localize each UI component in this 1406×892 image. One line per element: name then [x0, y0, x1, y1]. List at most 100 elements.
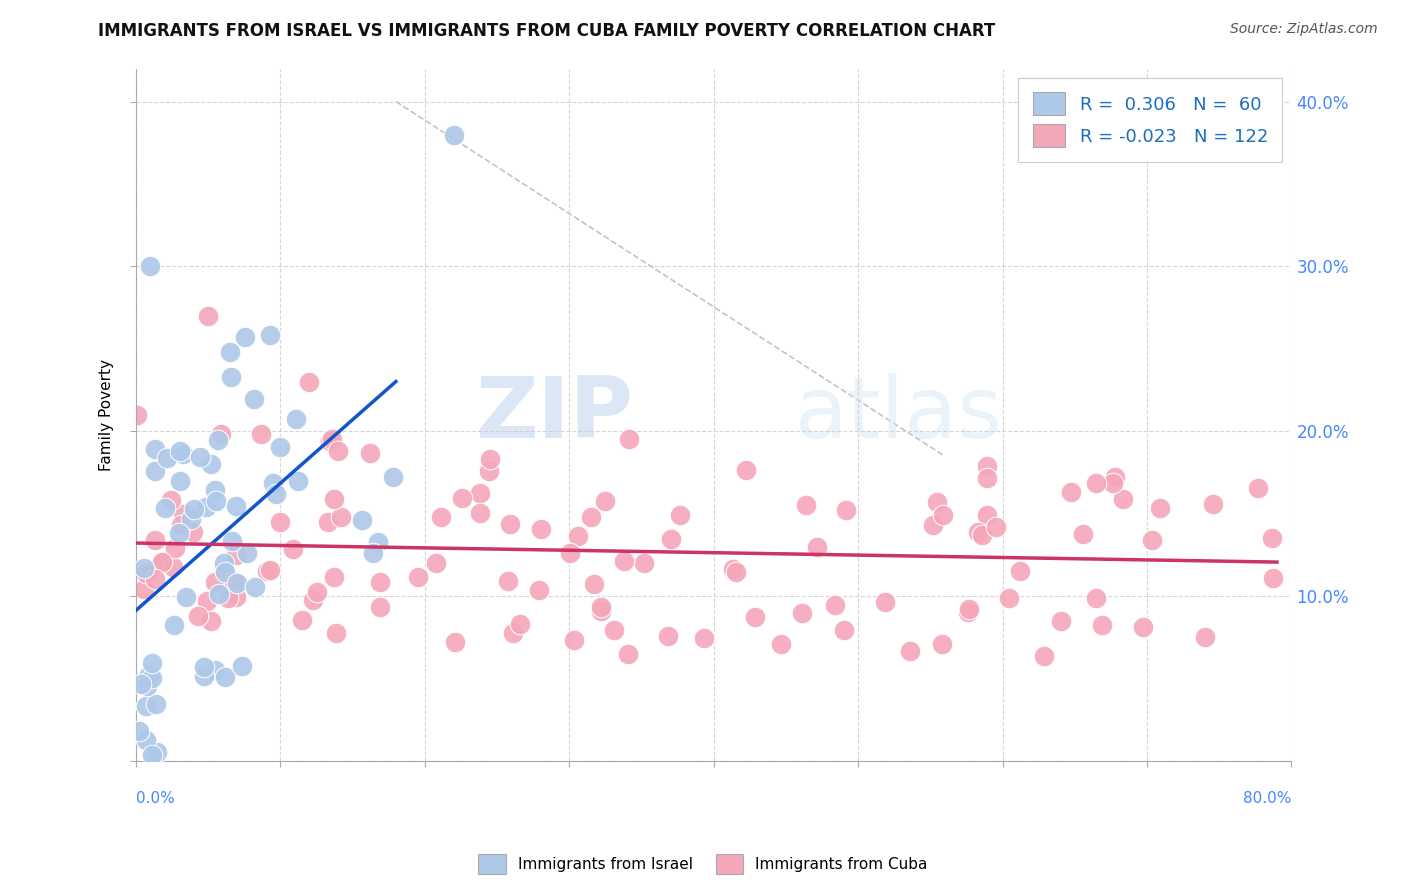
- Point: [633, 556, 655, 570]
- Point: [790, 607, 813, 621]
- Point: [214, 566, 236, 580]
- Point: [138, 668, 160, 682]
- Point: [233, 330, 256, 344]
- Point: [1071, 526, 1094, 541]
- Point: [212, 562, 235, 576]
- Point: [1261, 531, 1284, 545]
- Point: [824, 598, 846, 612]
- Text: atlas: atlas: [794, 374, 1002, 457]
- Point: [1060, 484, 1083, 499]
- Point: [367, 535, 389, 549]
- Point: [693, 632, 716, 646]
- Text: 80.0%: 80.0%: [1243, 791, 1292, 806]
- Point: [450, 491, 472, 506]
- Point: [967, 524, 990, 539]
- Point: [562, 632, 585, 647]
- Point: [873, 595, 896, 609]
- Point: [659, 532, 682, 546]
- Point: [225, 548, 247, 562]
- Point: [145, 698, 167, 712]
- Point: [193, 669, 215, 683]
- Point: [287, 474, 309, 488]
- Point: [193, 660, 215, 674]
- Point: [976, 458, 998, 473]
- Point: [160, 492, 183, 507]
- Point: [1104, 470, 1126, 484]
- Point: [281, 541, 304, 556]
- Point: [1247, 481, 1270, 495]
- Point: [150, 555, 173, 569]
- Point: [382, 470, 405, 484]
- Point: [657, 629, 679, 643]
- Point: [269, 516, 291, 530]
- Point: [132, 582, 155, 596]
- Point: [468, 485, 491, 500]
- Point: [325, 626, 347, 640]
- Text: IMMIGRANTS FROM ISRAEL VS IMMIGRANTS FROM CUBA FAMILY POVERTY CORRELATION CHART: IMMIGRANTS FROM ISRAEL VS IMMIGRANTS FRO…: [98, 22, 995, 40]
- Point: [721, 561, 744, 575]
- Point: [425, 556, 447, 570]
- Point: [231, 658, 253, 673]
- Point: [143, 572, 166, 586]
- Y-axis label: Family Poverty: Family Poverty: [100, 359, 114, 471]
- Point: [307, 585, 329, 599]
- Point: [479, 452, 502, 467]
- Point: [207, 434, 229, 448]
- Point: [204, 663, 226, 677]
- Point: [135, 566, 157, 581]
- Point: [139, 260, 162, 274]
- Point: [352, 513, 374, 527]
- Point: [470, 507, 492, 521]
- Point: [593, 494, 616, 508]
- Point: [217, 591, 239, 605]
- Point: [132, 561, 155, 575]
- Point: [176, 591, 198, 605]
- Point: [725, 565, 748, 579]
- Point: [603, 623, 626, 637]
- Point: [222, 575, 245, 590]
- Point: [922, 518, 945, 533]
- Point: [127, 408, 149, 422]
- Point: [181, 524, 204, 539]
- Point: [1202, 497, 1225, 511]
- Point: [245, 580, 267, 594]
- Point: [443, 128, 465, 142]
- Point: [734, 462, 756, 476]
- Point: [145, 442, 167, 456]
- Point: [1091, 618, 1114, 632]
- Point: [135, 699, 157, 714]
- Point: [172, 507, 194, 521]
- Point: [219, 344, 242, 359]
- Point: [794, 498, 817, 512]
- Point: [256, 564, 278, 578]
- Point: [957, 605, 980, 619]
- Point: [984, 520, 1007, 534]
- Point: [579, 510, 602, 524]
- Point: [932, 508, 955, 522]
- Point: [1149, 501, 1171, 516]
- Point: [225, 499, 247, 513]
- Text: ZIP: ZIP: [475, 374, 633, 457]
- Text: 0.0%: 0.0%: [136, 791, 174, 806]
- Point: [188, 450, 211, 464]
- Point: [197, 309, 219, 323]
- Point: [167, 525, 190, 540]
- Point: [250, 427, 273, 442]
- Point: [430, 510, 453, 524]
- Point: [959, 601, 981, 615]
- Point: [321, 432, 343, 446]
- Point: [589, 599, 612, 614]
- Point: [135, 680, 157, 694]
- Point: [259, 328, 281, 343]
- Point: [156, 450, 179, 465]
- Legend: R =  0.306   N =  60, R = -0.023   N = 122: R = 0.306 N = 60, R = -0.023 N = 122: [1018, 78, 1282, 161]
- Point: [195, 500, 218, 515]
- Point: [209, 426, 232, 441]
- Point: [444, 635, 467, 649]
- Point: [496, 574, 519, 588]
- Point: [527, 582, 550, 597]
- Point: [509, 616, 531, 631]
- Point: [169, 444, 191, 458]
- Point: [200, 457, 222, 471]
- Point: [329, 510, 352, 524]
